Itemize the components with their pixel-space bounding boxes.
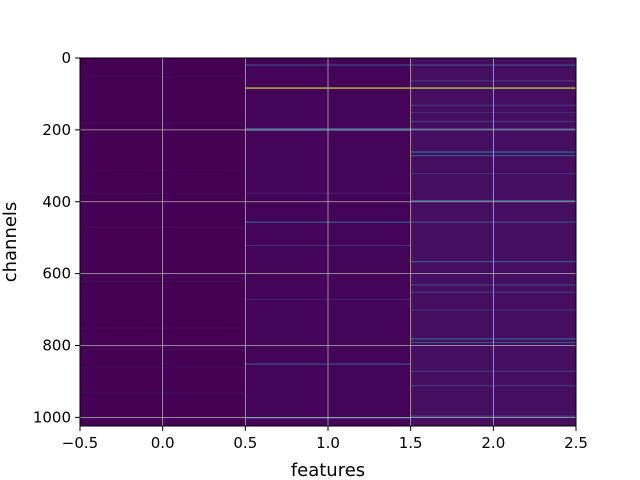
x-tick-label: 1.5 [399,434,423,452]
y-axis-label: channels [0,202,21,283]
x-tick-label: 0.5 [233,434,257,452]
y-tick-label: 400 [42,193,71,211]
x-tick-label: 2.5 [564,434,588,452]
x-tick-label: 1.0 [316,434,340,452]
x-axis-ticks: −0.5 0.0 0.5 1.0 1.5 2.0 2.5 [62,426,588,452]
y-tick-label: 800 [42,337,71,355]
y-axis-ticks: 0 200 400 600 800 1000 [33,49,80,426]
x-axis-label: features [291,460,365,480]
y-tick-label: 200 [42,121,71,139]
y-tick-label: 0 [61,49,71,67]
y-tick-label: 600 [42,265,71,283]
y-tick-label: 1000 [33,408,71,426]
x-tick-label: −0.5 [62,434,98,452]
x-tick-label: 2.0 [481,434,505,452]
x-tick-label: 0.0 [151,434,175,452]
